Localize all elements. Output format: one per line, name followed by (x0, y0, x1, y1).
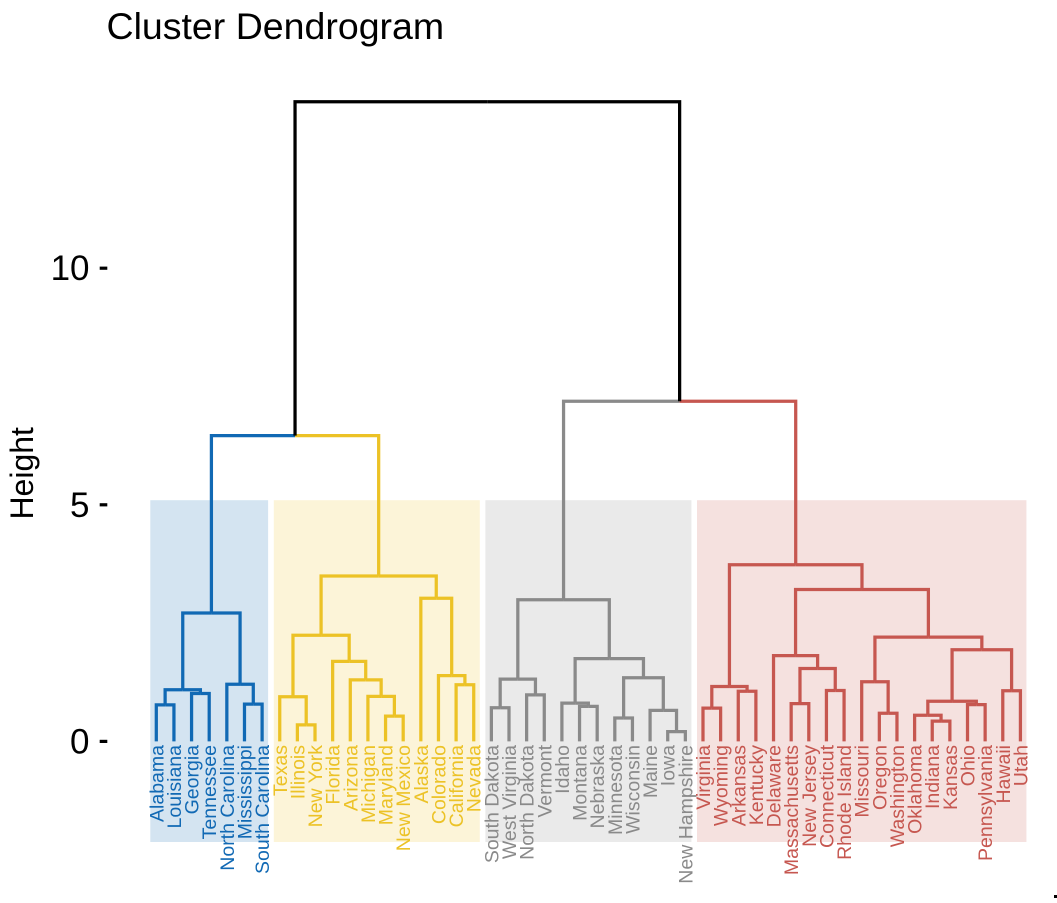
svg-text:Vermont: Vermont (534, 744, 556, 817)
svg-text:Maryland: Maryland (376, 745, 398, 825)
svg-text:Georgia: Georgia (182, 745, 204, 815)
svg-text:Connecticut: Connecticut (816, 744, 838, 848)
svg-text:Montana: Montana (570, 745, 592, 821)
svg-text:Cluster Dendrogram: Cluster Dendrogram (107, 5, 445, 47)
svg-text:Nebraska: Nebraska (587, 745, 609, 829)
svg-text:Alaska: Alaska (411, 745, 433, 804)
svg-text:Delaware: Delaware (764, 745, 786, 827)
svg-text:Oklahoma: Oklahoma (905, 745, 927, 834)
svg-text:Height: Height (4, 427, 40, 520)
svg-text:South Carolina: South Carolina (252, 745, 274, 874)
svg-text:West Virginia: West Virginia (499, 745, 521, 859)
svg-text:Massachusetts: Massachusetts (781, 745, 803, 875)
svg-text:10: 10 (51, 249, 90, 288)
svg-text:Wyoming: Wyoming (711, 745, 733, 826)
svg-text:Arkansas: Arkansas (728, 745, 750, 827)
svg-text:5: 5 (70, 486, 89, 525)
svg-text:Mississippi: Mississippi (234, 745, 256, 839)
svg-text:Florida: Florida (323, 745, 345, 805)
svg-text:New York: New York (305, 745, 327, 828)
svg-text:Ohio: Ohio (958, 745, 980, 786)
svg-text:Louisiana: Louisiana (164, 745, 186, 829)
svg-text:0: 0 (70, 722, 89, 761)
svg-text:Tennessee: Tennessee (199, 745, 221, 839)
svg-text:North Dakota: North Dakota (517, 745, 539, 860)
svg-text:Nevada: Nevada (464, 745, 486, 812)
svg-text:Iowa: Iowa (658, 745, 680, 786)
svg-text:Hawaii: Hawaii (993, 745, 1015, 804)
svg-text:Rhode Island: Rhode Island (834, 745, 856, 860)
svg-text:Minnesota: Minnesota (605, 745, 627, 835)
svg-text:California: California (446, 745, 468, 828)
svg-text:Idaho: Idaho (552, 745, 574, 794)
svg-text:Alabama: Alabama (146, 745, 168, 822)
svg-text:Missouri: Missouri (852, 745, 874, 818)
svg-text:Kentucky: Kentucky (746, 745, 768, 825)
svg-text:Colorado: Colorado (428, 745, 450, 824)
svg-text:Utah: Utah (1010, 745, 1032, 786)
svg-text:Oregon: Oregon (869, 745, 891, 810)
svg-text:New Hampshire: New Hampshire (675, 745, 697, 884)
svg-text:Texas: Texas (270, 745, 292, 796)
svg-text:Wisconsin: Wisconsin (622, 745, 644, 834)
svg-text:Washington: Washington (887, 745, 909, 847)
svg-text:Michigan: Michigan (358, 745, 380, 823)
svg-text:Virginia: Virginia (693, 745, 715, 810)
svg-text:Pennsylvania: Pennsylvania (975, 745, 997, 861)
svg-text:New Jersey: New Jersey (799, 745, 821, 847)
svg-text:South Dakota: South Dakota (481, 745, 503, 863)
svg-text:Arizona: Arizona (340, 745, 362, 811)
svg-text:North Carolina: North Carolina (217, 745, 239, 871)
svg-text:Kansas: Kansas (940, 745, 962, 810)
svg-text:Indiana: Indiana (922, 745, 944, 809)
svg-text:Illinois: Illinois (287, 745, 309, 799)
svg-text:Maine: Maine (640, 745, 662, 798)
svg-text:New Mexico: New Mexico (393, 745, 415, 851)
